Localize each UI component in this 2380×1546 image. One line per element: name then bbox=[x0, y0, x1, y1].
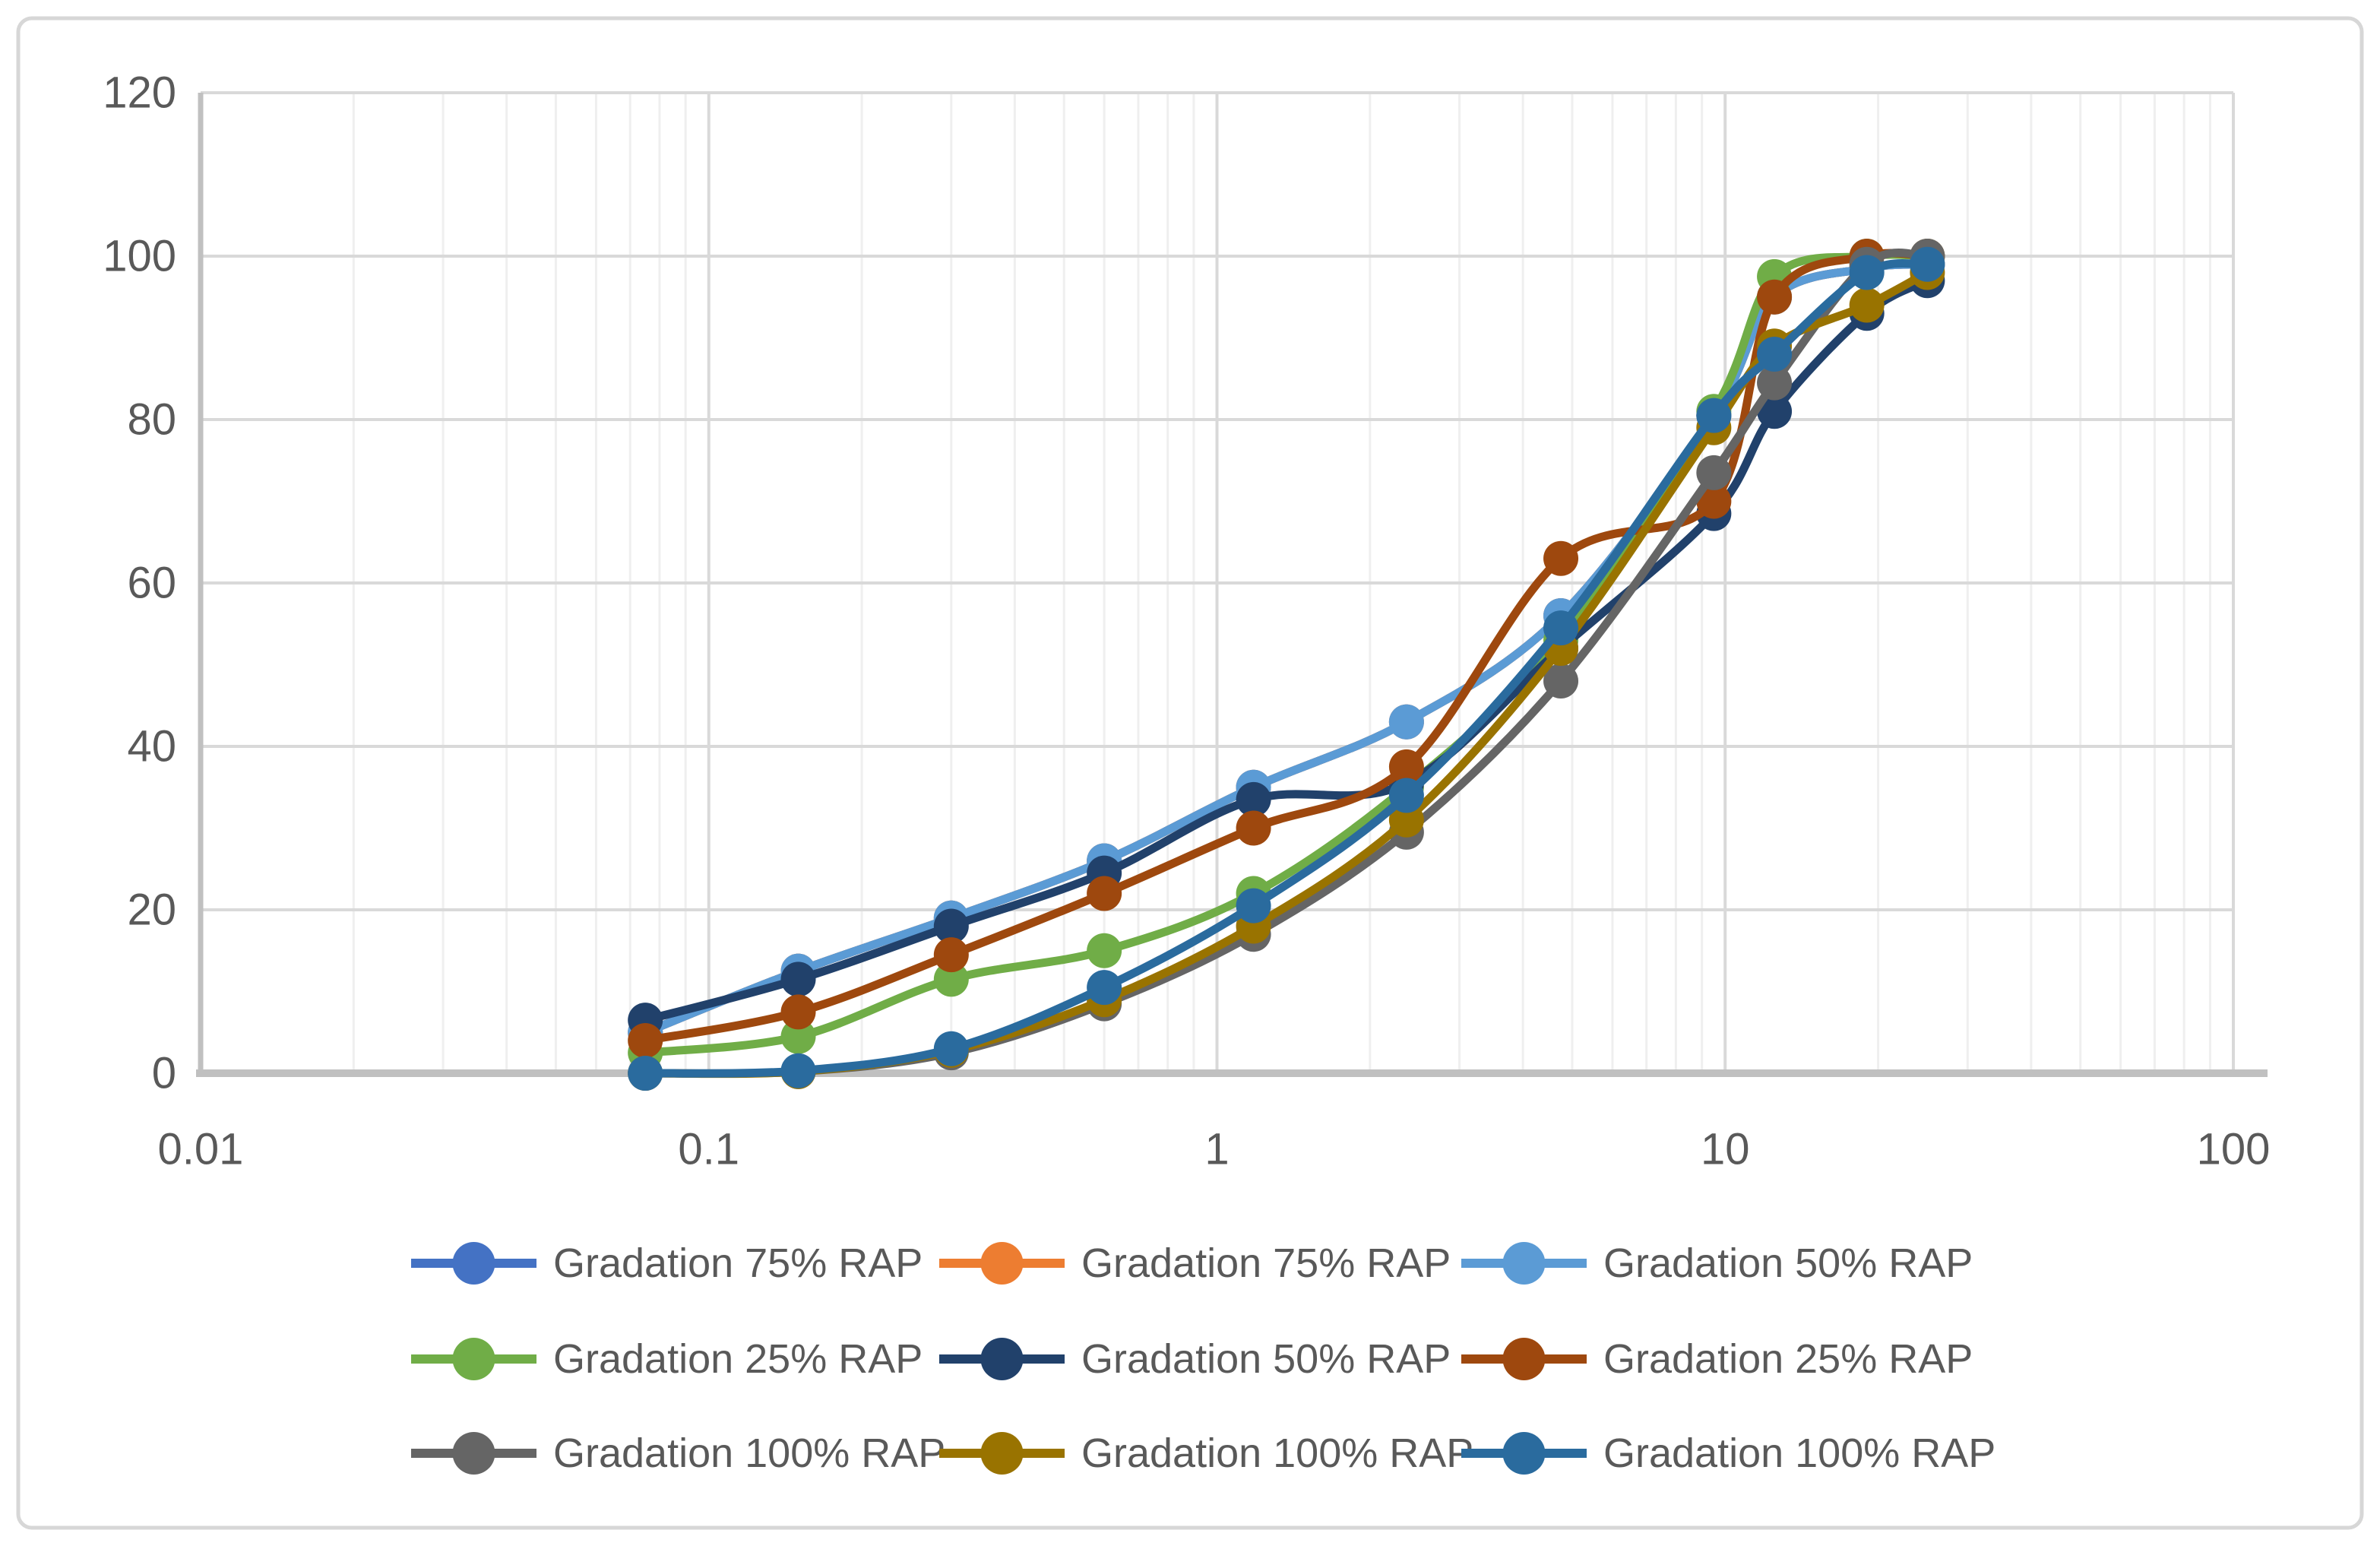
legend-label: Gradation 50% RAP bbox=[1081, 1336, 1451, 1382]
data-point[interactable] bbox=[1087, 970, 1122, 1006]
legend-item-3[interactable]: Gradation 25% RAP bbox=[411, 1336, 923, 1382]
legend-label: Gradation 100% RAP bbox=[1081, 1430, 1473, 1476]
legend-item-5[interactable]: Gradation 25% RAP bbox=[1461, 1336, 1973, 1382]
x-axis-tick-label: 100 bbox=[2197, 1125, 2271, 1174]
y-axis-tick-label: 60 bbox=[127, 559, 176, 608]
legend-label: Gradation 75% RAP bbox=[553, 1240, 923, 1286]
legend-marker-icon bbox=[980, 1338, 1024, 1380]
data-point[interactable] bbox=[1087, 933, 1122, 968]
legend-label: Gradation 100% RAP bbox=[553, 1430, 945, 1476]
legend-marker-icon bbox=[980, 1432, 1024, 1475]
legend-marker-icon bbox=[1502, 1338, 1546, 1380]
data-point[interactable] bbox=[1388, 778, 1424, 813]
data-point[interactable] bbox=[933, 908, 969, 944]
legend-marker-icon bbox=[980, 1242, 1024, 1285]
x-axis-tick-label: 0.01 bbox=[158, 1125, 244, 1174]
data-point[interactable] bbox=[628, 1056, 663, 1091]
data-point[interactable] bbox=[1757, 394, 1793, 429]
data-point[interactable] bbox=[1388, 704, 1424, 740]
y-axis-tick-label: 120 bbox=[103, 68, 176, 118]
y-axis-tick-label: 20 bbox=[127, 885, 176, 935]
legend-item-1[interactable]: Gradation 75% RAP bbox=[939, 1240, 1451, 1286]
data-point[interactable] bbox=[1236, 888, 1271, 923]
data-point[interactable] bbox=[1388, 749, 1424, 784]
series-8 bbox=[628, 246, 1945, 1091]
legend-label: Gradation 25% RAP bbox=[1603, 1336, 1973, 1382]
data-point[interactable] bbox=[1849, 255, 1885, 290]
data-point[interactable] bbox=[1696, 398, 1732, 433]
y-axis-tick-label: 100 bbox=[103, 232, 176, 281]
legend-marker-icon bbox=[1502, 1242, 1546, 1285]
legend-item-4[interactable]: Gradation 50% RAP bbox=[939, 1336, 1451, 1382]
data-point[interactable] bbox=[1236, 810, 1271, 846]
data-point[interactable] bbox=[780, 1053, 816, 1088]
series-5 bbox=[628, 239, 1945, 1058]
x-axis-tick-label: 1 bbox=[1204, 1125, 1229, 1174]
y-axis-tick-label: 0 bbox=[152, 1049, 176, 1098]
data-point[interactable] bbox=[1757, 279, 1793, 315]
data-point[interactable] bbox=[1087, 876, 1122, 911]
data-point[interactable] bbox=[780, 961, 816, 997]
x-axis-tick-label: 0.1 bbox=[678, 1125, 739, 1174]
data-point[interactable] bbox=[780, 994, 816, 1030]
data-point[interactable] bbox=[933, 937, 969, 973]
data-point[interactable] bbox=[1543, 540, 1579, 576]
legend-label: Gradation 50% RAP bbox=[1603, 1240, 1973, 1286]
data-point[interactable] bbox=[933, 961, 969, 997]
series-group bbox=[628, 239, 1945, 1091]
legend-item-7[interactable]: Gradation 100% RAP bbox=[939, 1430, 1473, 1476]
data-point[interactable] bbox=[1543, 664, 1579, 699]
data-point[interactable] bbox=[1236, 781, 1271, 817]
data-point[interactable] bbox=[1696, 455, 1732, 490]
legend-item-8[interactable]: Gradation 100% RAP bbox=[1461, 1430, 1995, 1476]
data-point[interactable] bbox=[1388, 802, 1424, 838]
legend-item-0[interactable]: Gradation 75% RAP bbox=[411, 1240, 923, 1286]
data-point[interactable] bbox=[628, 1023, 663, 1058]
data-point[interactable] bbox=[1757, 365, 1793, 401]
legend-label: Gradation 25% RAP bbox=[553, 1336, 923, 1382]
legend-label: Gradation 75% RAP bbox=[1081, 1240, 1451, 1286]
data-point[interactable] bbox=[1543, 610, 1579, 646]
data-point[interactable] bbox=[1910, 246, 1945, 282]
axis-labels: 0 20 40 60 80 100 120 0.01 0.1 1 10 100 bbox=[103, 68, 2270, 1174]
legend-item-6[interactable]: Gradation 100% RAP bbox=[411, 1430, 945, 1476]
gridlines bbox=[196, 91, 2268, 1077]
data-point[interactable] bbox=[1757, 337, 1793, 372]
data-point[interactable] bbox=[933, 1031, 969, 1066]
legend-label: Gradation 100% RAP bbox=[1603, 1430, 1995, 1476]
data-point[interactable] bbox=[1849, 287, 1885, 323]
legend-item-2[interactable]: Gradation 50% RAP bbox=[1461, 1240, 1973, 1286]
x-axis-tick-label: 10 bbox=[1701, 1125, 1750, 1174]
legend-marker-icon bbox=[452, 1338, 495, 1380]
chart-border bbox=[16, 16, 2364, 1530]
data-point[interactable] bbox=[1696, 483, 1732, 519]
data-point[interactable] bbox=[780, 1019, 816, 1054]
legend-marker-icon bbox=[452, 1242, 495, 1285]
legend: Gradation 75% RAP Gradation 75% RAP Gradat… bbox=[411, 1240, 1995, 1476]
y-axis-tick-label: 80 bbox=[127, 395, 176, 445]
y-axis-tick-label: 40 bbox=[127, 722, 176, 771]
legend-marker-icon bbox=[452, 1432, 495, 1475]
legend-marker-icon bbox=[1502, 1432, 1546, 1475]
